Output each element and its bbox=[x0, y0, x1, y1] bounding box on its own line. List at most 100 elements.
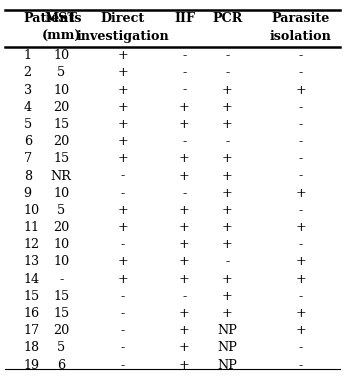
Text: +: + bbox=[179, 342, 190, 354]
Text: +: + bbox=[179, 118, 190, 131]
Text: -: - bbox=[299, 135, 303, 148]
Text: (mm): (mm) bbox=[41, 31, 81, 43]
Text: -: - bbox=[183, 290, 187, 303]
Text: +: + bbox=[179, 221, 190, 234]
Text: 11: 11 bbox=[24, 221, 40, 234]
Text: -: - bbox=[121, 238, 125, 251]
Text: 10: 10 bbox=[53, 238, 69, 251]
Text: -: - bbox=[121, 324, 125, 337]
Text: -: - bbox=[225, 135, 229, 148]
Text: MST: MST bbox=[45, 12, 78, 25]
Text: 14: 14 bbox=[24, 273, 40, 286]
Text: -: - bbox=[121, 290, 125, 303]
Text: 10: 10 bbox=[53, 187, 69, 200]
Text: -: - bbox=[299, 101, 303, 114]
Text: +: + bbox=[295, 324, 306, 337]
Text: +: + bbox=[222, 118, 233, 131]
Text: +: + bbox=[179, 152, 190, 165]
Text: 20: 20 bbox=[53, 135, 69, 148]
Text: 3: 3 bbox=[24, 84, 32, 97]
Text: +: + bbox=[222, 290, 233, 303]
Text: -: - bbox=[183, 135, 187, 148]
Text: +: + bbox=[118, 221, 128, 234]
Text: -: - bbox=[121, 359, 125, 372]
Text: -: - bbox=[299, 170, 303, 182]
Text: +: + bbox=[179, 238, 190, 251]
Text: +: + bbox=[222, 84, 233, 97]
Text: +: + bbox=[222, 204, 233, 217]
Text: -: - bbox=[183, 84, 187, 97]
Text: +: + bbox=[222, 187, 233, 200]
Text: 19: 19 bbox=[24, 359, 40, 372]
Text: 20: 20 bbox=[53, 221, 69, 234]
Text: 16: 16 bbox=[24, 307, 40, 320]
Text: 1: 1 bbox=[24, 49, 32, 62]
Text: +: + bbox=[118, 256, 128, 268]
Text: +: + bbox=[118, 152, 128, 165]
Text: -: - bbox=[59, 273, 63, 286]
Text: IIF: IIF bbox=[174, 12, 195, 25]
Text: 10: 10 bbox=[53, 256, 69, 268]
Text: 5: 5 bbox=[57, 66, 66, 79]
Text: isolation: isolation bbox=[270, 31, 332, 43]
Text: Parasite: Parasite bbox=[272, 12, 330, 25]
Text: 15: 15 bbox=[53, 307, 69, 320]
Text: +: + bbox=[118, 204, 128, 217]
Text: -: - bbox=[299, 49, 303, 62]
Text: +: + bbox=[118, 273, 128, 286]
Text: -: - bbox=[299, 66, 303, 79]
Text: 15: 15 bbox=[53, 290, 69, 303]
Text: 10: 10 bbox=[53, 84, 69, 97]
Text: +: + bbox=[295, 273, 306, 286]
Text: +: + bbox=[118, 49, 128, 62]
Text: 8: 8 bbox=[24, 170, 32, 182]
Text: PCR: PCR bbox=[212, 12, 243, 25]
Text: -: - bbox=[225, 49, 229, 62]
Text: 10: 10 bbox=[53, 49, 69, 62]
Text: 10: 10 bbox=[24, 204, 40, 217]
Text: +: + bbox=[118, 118, 128, 131]
Text: 6: 6 bbox=[24, 135, 32, 148]
Text: +: + bbox=[295, 187, 306, 200]
Text: Patients: Patients bbox=[24, 12, 82, 25]
Text: NP: NP bbox=[217, 342, 237, 354]
Text: 17: 17 bbox=[24, 324, 40, 337]
Text: +: + bbox=[118, 101, 128, 114]
Text: 12: 12 bbox=[24, 238, 40, 251]
Text: +: + bbox=[179, 170, 190, 182]
Text: +: + bbox=[222, 221, 233, 234]
Text: -: - bbox=[183, 66, 187, 79]
Text: -: - bbox=[299, 359, 303, 372]
Text: -: - bbox=[299, 290, 303, 303]
Text: 15: 15 bbox=[53, 118, 69, 131]
Text: -: - bbox=[299, 118, 303, 131]
Text: NP: NP bbox=[217, 324, 237, 337]
Text: +: + bbox=[118, 84, 128, 97]
Text: -: - bbox=[183, 187, 187, 200]
Text: +: + bbox=[222, 273, 233, 286]
Text: 4: 4 bbox=[24, 101, 32, 114]
Text: -: - bbox=[299, 342, 303, 354]
Text: 5: 5 bbox=[57, 342, 66, 354]
Text: 13: 13 bbox=[24, 256, 40, 268]
Text: -: - bbox=[183, 49, 187, 62]
Text: -: - bbox=[121, 170, 125, 182]
Text: 2: 2 bbox=[24, 66, 32, 79]
Text: 18: 18 bbox=[24, 342, 40, 354]
Text: investigation: investigation bbox=[77, 31, 169, 43]
Text: 5: 5 bbox=[57, 204, 66, 217]
Text: 15: 15 bbox=[24, 290, 40, 303]
Text: +: + bbox=[222, 101, 233, 114]
Text: 5: 5 bbox=[24, 118, 32, 131]
Text: -: - bbox=[121, 307, 125, 320]
Text: +: + bbox=[179, 307, 190, 320]
Text: -: - bbox=[121, 187, 125, 200]
Text: +: + bbox=[295, 84, 306, 97]
Text: -: - bbox=[299, 152, 303, 165]
Text: NR: NR bbox=[51, 170, 72, 182]
Text: +: + bbox=[222, 152, 233, 165]
Text: Direct: Direct bbox=[101, 12, 145, 25]
Text: +: + bbox=[222, 307, 233, 320]
Text: +: + bbox=[295, 221, 306, 234]
Text: +: + bbox=[118, 66, 128, 79]
